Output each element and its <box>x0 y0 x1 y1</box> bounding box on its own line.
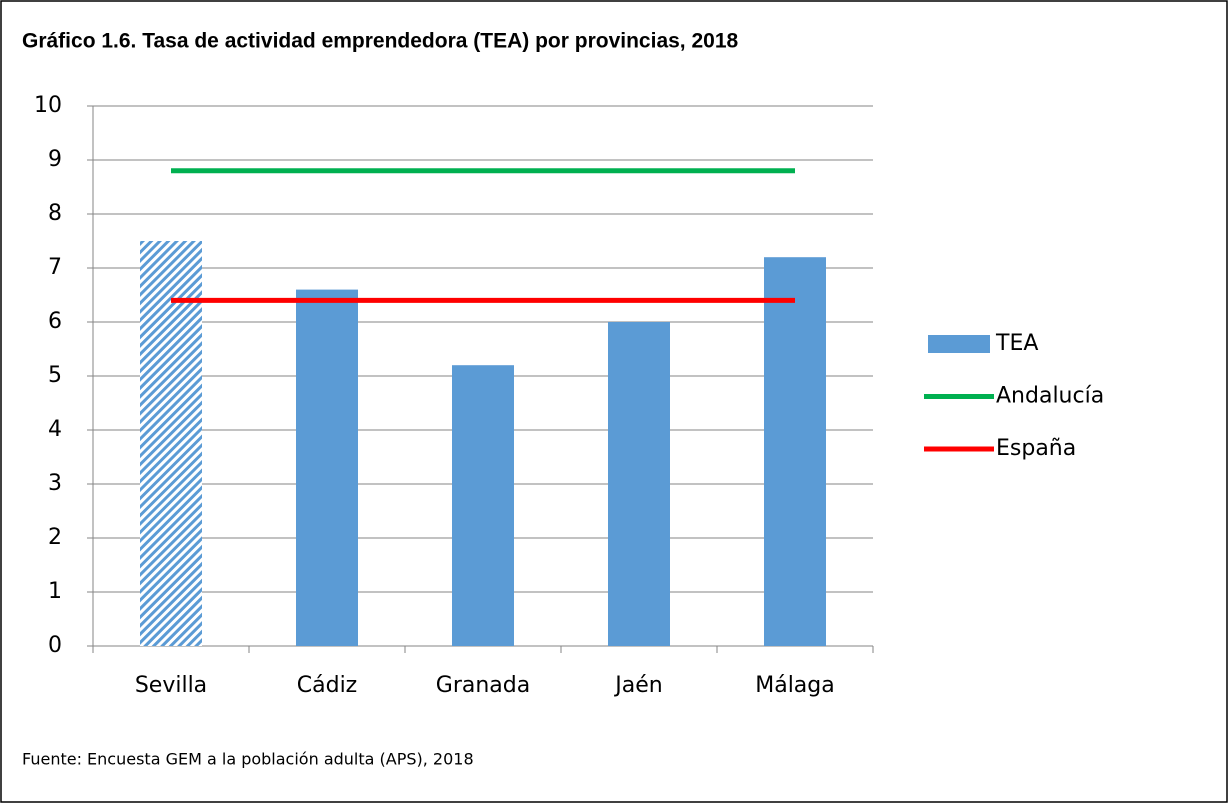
x-tick-label: Málaga <box>755 673 835 698</box>
y-tick-label: 0 <box>48 633 62 658</box>
x-tick-label: Granada <box>436 673 530 698</box>
y-tick-label: 4 <box>48 417 62 442</box>
legend-label: Andalucía <box>996 384 1104 409</box>
x-tick-label: Jaén <box>613 673 662 698</box>
y-tick-label: 2 <box>48 525 62 550</box>
legend-label: España <box>996 436 1076 461</box>
y-tick-label: 7 <box>48 255 62 280</box>
chart-title: Gráfico 1.6. Tasa de actividad emprended… <box>22 30 739 53</box>
y-tick-label: 10 <box>34 93 62 118</box>
bar <box>140 241 202 646</box>
y-tick-label: 6 <box>48 309 62 334</box>
y-tick-label: 3 <box>48 471 62 496</box>
y-tick-label: 1 <box>48 579 62 604</box>
x-tick-label: Sevilla <box>135 673 207 698</box>
legend-swatch <box>928 335 990 353</box>
legend-label: TEA <box>995 331 1038 356</box>
source: Fuente: Encuesta GEM a la población adul… <box>22 750 474 769</box>
bar <box>608 322 670 646</box>
x-tick-label: Cádiz <box>297 673 357 698</box>
bar <box>452 365 514 646</box>
bar <box>296 289 358 646</box>
y-tick-label: 8 <box>48 201 62 226</box>
y-tick-label: 5 <box>48 363 62 388</box>
y-tick-label: 9 <box>48 147 62 172</box>
bar <box>764 257 826 646</box>
